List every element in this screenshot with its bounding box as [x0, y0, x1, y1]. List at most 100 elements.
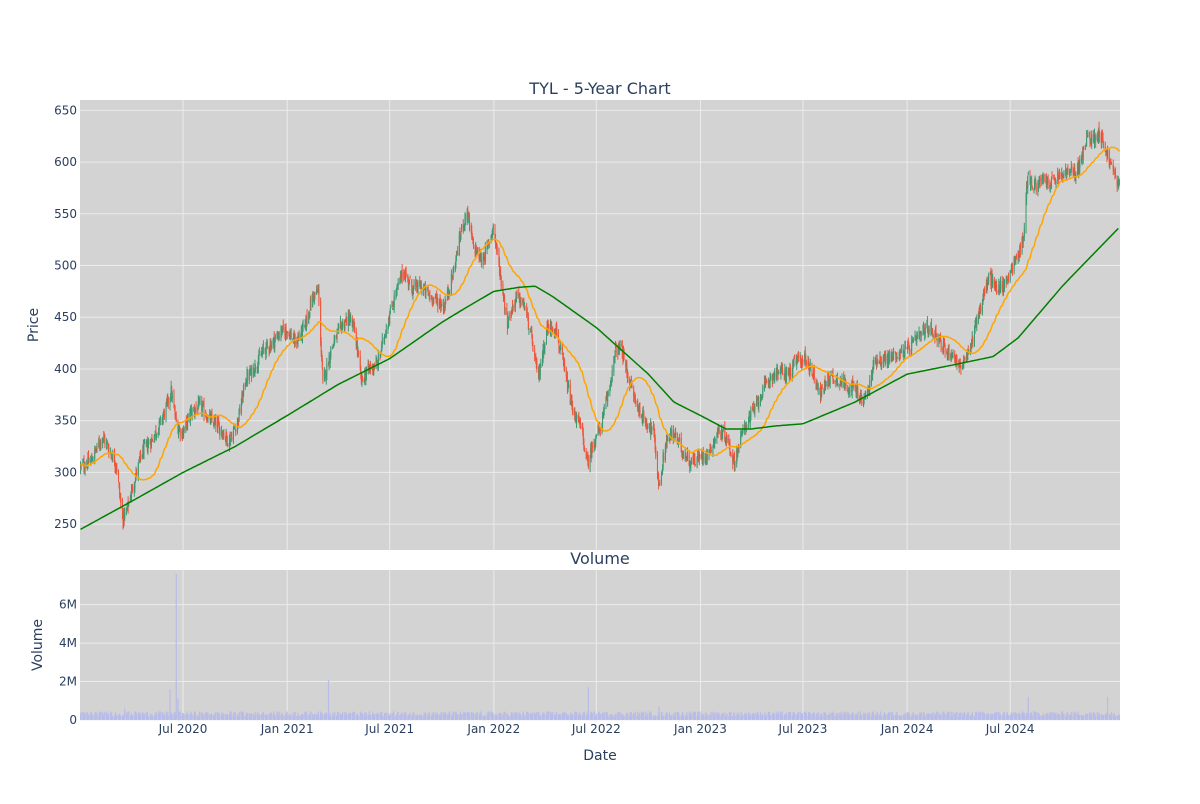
- candle-body-up: [178, 429, 180, 434]
- candle-body-up: [286, 331, 288, 334]
- candle-body-down: [203, 403, 205, 416]
- candle-body-down: [904, 345, 906, 348]
- candle-body-down: [970, 347, 972, 349]
- candle-body-up: [847, 389, 849, 392]
- candle-body-up: [734, 463, 736, 468]
- candle-body-down: [506, 315, 508, 329]
- candle-body-up: [1058, 174, 1060, 180]
- candle-body-up: [392, 305, 394, 307]
- candle-body-up: [706, 450, 708, 460]
- candle-body-up: [867, 389, 869, 391]
- candle-body-up: [455, 251, 457, 258]
- candle-body-up: [395, 289, 397, 296]
- candle-body-down: [927, 320, 929, 333]
- candle-body-up: [918, 330, 920, 336]
- candle-body-down: [958, 364, 960, 367]
- volume-bar: [988, 714, 990, 720]
- candle-body-down: [91, 455, 93, 460]
- candle-body-up: [1018, 256, 1020, 259]
- candle-body-up: [686, 457, 688, 460]
- candle-body-up: [713, 440, 715, 446]
- volume-bar: [960, 712, 962, 720]
- candle-body-down: [341, 324, 343, 331]
- candle-body-up: [893, 353, 895, 359]
- candle-body-up: [740, 436, 742, 447]
- candle-body-down: [1071, 166, 1073, 173]
- candle-body-up: [975, 317, 977, 327]
- candle-body-down: [845, 383, 847, 390]
- candle-body-down: [899, 352, 901, 354]
- candle-body-down: [1031, 179, 1033, 187]
- volume-bar: [829, 712, 831, 720]
- candle-body-down: [405, 271, 407, 277]
- volume-bar: [1067, 712, 1069, 720]
- candle-body-up: [658, 484, 660, 486]
- candle-body-down: [383, 337, 385, 340]
- volume-bar: [948, 711, 950, 720]
- candle-body-down: [1001, 280, 1003, 290]
- candle-body-up: [752, 409, 754, 411]
- candle-body-up: [958, 366, 960, 369]
- candle-body-up: [458, 235, 460, 256]
- volume-bar: [80, 711, 82, 720]
- candle-body-down: [494, 224, 496, 240]
- volume-bar: [480, 713, 482, 720]
- price-y-tick-label: 650: [54, 103, 77, 117]
- volume-bar: [999, 714, 1002, 720]
- volume-bar: [821, 716, 823, 720]
- candle-body-up: [162, 415, 164, 420]
- candle-body-up: [750, 409, 752, 417]
- candle-body-down: [431, 296, 433, 304]
- candle-body-up: [163, 410, 165, 414]
- candle-body-up: [309, 312, 311, 315]
- candle-body-up: [714, 440, 716, 443]
- candle-body-down: [206, 417, 208, 421]
- volume-bar: [169, 689, 171, 720]
- candle-body-down: [352, 324, 354, 325]
- volume-bar: [599, 713, 601, 720]
- candle-body-down: [427, 290, 429, 295]
- candle-body-up: [760, 395, 762, 402]
- candle-body-down: [107, 443, 109, 445]
- volume-bar: [179, 711, 181, 720]
- candle-body-up: [399, 275, 401, 278]
- candle-body-down: [598, 427, 600, 433]
- candle-body-down: [728, 443, 730, 445]
- candle-body-up: [992, 279, 994, 286]
- candle-body-up: [1109, 162, 1111, 164]
- candle-body-up: [1081, 152, 1083, 165]
- candle-body-down: [358, 351, 360, 356]
- candle-body-down: [205, 416, 207, 418]
- volume-bar: [690, 715, 693, 720]
- candle-body-up: [748, 419, 750, 426]
- candle-body-up: [90, 457, 92, 461]
- candle-body-down: [354, 325, 356, 333]
- candle-body-up: [593, 444, 595, 447]
- candle-body-up: [976, 318, 978, 326]
- candle-body-up: [440, 307, 442, 308]
- volume-bar: [274, 716, 276, 720]
- candle-body-down: [409, 278, 411, 280]
- candle-body-up: [183, 428, 185, 432]
- volume-bar: [139, 715, 142, 720]
- candle-body-up: [796, 358, 798, 365]
- candle-body-up: [1041, 178, 1043, 184]
- candle-body-up: [396, 285, 398, 290]
- candle-body-up: [1037, 184, 1039, 191]
- candle-body-up: [979, 305, 981, 310]
- candle-body-up: [491, 233, 493, 235]
- candle-body-up: [187, 414, 189, 417]
- candle-body-up: [888, 354, 890, 357]
- volume-bar: [500, 713, 502, 720]
- candle-body-down: [1077, 162, 1079, 173]
- candle-body-up: [690, 463, 692, 467]
- volume-bar: [877, 712, 879, 720]
- candle-body-down: [407, 278, 409, 285]
- volume-bar: [171, 714, 173, 720]
- candle-body-up: [1061, 173, 1063, 175]
- candle-body-down: [1082, 151, 1084, 159]
- candle-body-up: [1055, 181, 1057, 185]
- candle-body-up: [316, 289, 318, 295]
- candle-body-up: [542, 344, 544, 358]
- candle-body-up: [233, 427, 235, 430]
